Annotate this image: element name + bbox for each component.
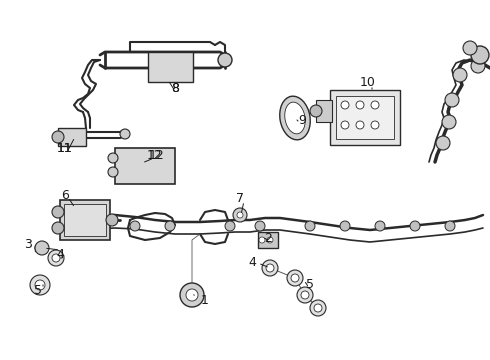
Circle shape [52,131,64,143]
Bar [60,200,110,240]
Circle shape [471,46,489,64]
Circle shape [445,93,459,107]
Text: 8: 8 [171,81,179,95]
Text: 5: 5 [306,279,314,292]
Circle shape [48,250,64,266]
Circle shape [266,264,274,272]
Circle shape [130,221,140,231]
Circle shape [291,274,299,282]
Circle shape [463,41,477,55]
Circle shape [287,270,303,286]
Circle shape [356,121,364,129]
Circle shape [314,304,322,312]
Text: 2: 2 [264,231,272,244]
Circle shape [120,129,130,139]
Circle shape [305,221,315,231]
Circle shape [371,121,379,129]
Text: 7: 7 [236,192,244,204]
Circle shape [108,167,118,177]
Bar [330,90,400,145]
Circle shape [35,280,45,290]
Circle shape [95,221,105,231]
Circle shape [108,153,118,163]
Text: 10: 10 [360,76,376,89]
Circle shape [52,254,60,262]
Circle shape [310,300,326,316]
Ellipse shape [280,96,310,140]
Circle shape [106,214,118,226]
Circle shape [341,121,349,129]
Circle shape [225,221,235,231]
Bar [58,128,86,146]
Circle shape [301,291,309,299]
Circle shape [30,275,50,295]
Text: 4: 4 [56,248,64,261]
Circle shape [255,221,265,231]
Text: 4: 4 [248,256,256,269]
Text: 11: 11 [57,141,73,154]
Bar [115,148,175,184]
Text: 3: 3 [24,239,32,252]
Circle shape [453,68,467,82]
Bar [148,52,193,82]
Circle shape [471,59,485,73]
Circle shape [52,222,64,234]
Circle shape [340,221,350,231]
Text: 9: 9 [298,113,306,126]
Circle shape [262,260,278,276]
Circle shape [442,115,456,129]
Text: 12: 12 [147,149,163,162]
Circle shape [410,221,420,231]
Bar [316,100,332,122]
Text: 11: 11 [57,141,73,154]
Circle shape [52,206,64,218]
Circle shape [356,101,364,109]
Circle shape [371,101,379,109]
Circle shape [267,237,273,243]
Circle shape [436,136,450,150]
Circle shape [297,287,313,303]
Circle shape [165,221,175,231]
Circle shape [259,237,265,243]
Bar [258,232,278,248]
Circle shape [310,105,322,117]
Text: 1: 1 [201,293,209,306]
Ellipse shape [285,102,305,134]
Circle shape [237,212,243,218]
Circle shape [341,101,349,109]
Circle shape [375,221,385,231]
Circle shape [180,283,204,307]
Circle shape [218,53,232,67]
Circle shape [35,241,49,255]
Text: 12: 12 [149,149,165,162]
Text: 6: 6 [61,189,69,202]
Bar [336,96,394,139]
Bar [64,204,106,236]
Text: 8: 8 [171,81,179,95]
Circle shape [186,289,198,301]
Circle shape [445,221,455,231]
Text: 5: 5 [34,284,42,297]
Circle shape [233,208,247,222]
